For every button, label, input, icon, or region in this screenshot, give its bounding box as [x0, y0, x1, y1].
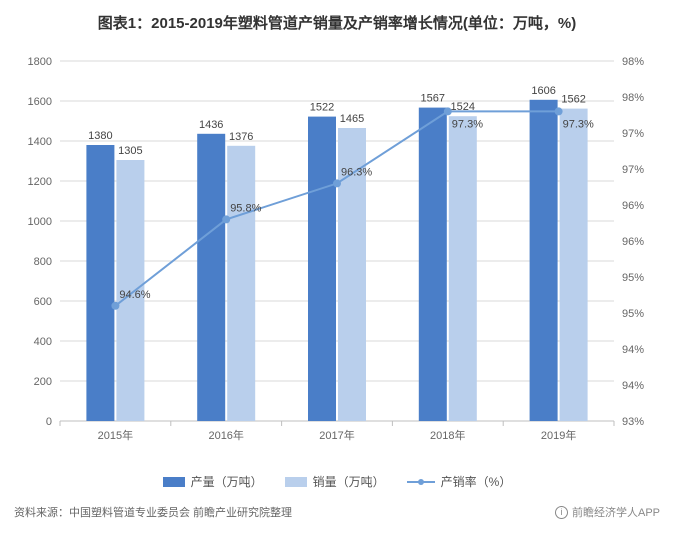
legend-label-line: 产销率（%） [441, 473, 512, 490]
legend-swatch-bar2 [285, 477, 307, 487]
svg-text:94%: 94% [622, 344, 644, 356]
svg-text:96%: 96% [622, 200, 644, 212]
footer: 资料来源：中国塑料管道专业委员会 前瞻产业研究院整理 i 前瞻经济学人APP [0, 498, 674, 520]
svg-text:2018年: 2018年 [430, 428, 465, 442]
legend: 产量（万吨） 销量（万吨） 产销率（%） [0, 471, 674, 498]
svg-text:97.3%: 97.3% [563, 118, 594, 130]
svg-text:1606: 1606 [531, 85, 555, 97]
svg-text:98%: 98% [622, 92, 644, 104]
svg-text:2019年: 2019年 [541, 428, 576, 442]
svg-text:97.3%: 97.3% [452, 118, 483, 130]
svg-text:1436: 1436 [199, 119, 223, 131]
legend-swatch-line [407, 481, 435, 483]
svg-text:1800: 1800 [28, 56, 52, 68]
svg-text:97%: 97% [622, 164, 644, 176]
svg-text:1567: 1567 [421, 93, 445, 105]
svg-text:95%: 95% [622, 308, 644, 320]
svg-text:1400: 1400 [28, 136, 52, 148]
svg-text:0: 0 [46, 416, 52, 428]
svg-text:1380: 1380 [88, 130, 112, 142]
svg-text:2016年: 2016年 [208, 428, 243, 442]
svg-text:94.6%: 94.6% [119, 289, 150, 301]
chart-area: 0 200 400 600 800 1000 1200 1400 1600 1800 93% 94% 9… [0, 41, 674, 471]
legend-item-line: 产销率（%） [407, 473, 512, 490]
legend-item-bar1: 产量（万吨） [163, 473, 263, 490]
svg-text:400: 400 [34, 336, 52, 348]
legend-label-bar1: 产量（万吨） [191, 473, 263, 490]
chart-svg: 0 200 400 600 800 1000 1200 1400 1600 1800 93% 94% 9… [0, 41, 674, 471]
svg-text:1305: 1305 [118, 145, 142, 157]
brand-icon: i [555, 506, 568, 519]
svg-text:200: 200 [34, 376, 52, 388]
svg-text:95%: 95% [622, 272, 644, 284]
svg-text:2015年: 2015年 [98, 428, 133, 442]
svg-text:96.3%: 96.3% [341, 166, 372, 178]
legend-label-bar2: 销量（万吨） [313, 473, 385, 490]
svg-text:1200: 1200 [28, 176, 52, 188]
svg-text:1000: 1000 [28, 216, 52, 228]
source-text: 资料来源：中国塑料管道专业委员会 前瞻产业研究院整理 [14, 504, 292, 520]
brand: i 前瞻经济学人APP [555, 504, 660, 520]
svg-text:1465: 1465 [340, 113, 364, 125]
svg-text:2017年: 2017年 [319, 428, 354, 442]
svg-text:1522: 1522 [310, 102, 334, 114]
svg-text:98%: 98% [622, 56, 644, 68]
svg-text:97%: 97% [622, 128, 644, 140]
svg-text:1600: 1600 [28, 96, 52, 108]
svg-text:800: 800 [34, 256, 52, 268]
svg-text:1562: 1562 [561, 94, 585, 106]
svg-text:1376: 1376 [229, 131, 253, 143]
legend-swatch-bar1 [163, 477, 185, 487]
legend-item-bar2: 销量（万吨） [285, 473, 385, 490]
svg-text:600: 600 [34, 296, 52, 308]
svg-text:94%: 94% [622, 380, 644, 392]
svg-text:93%: 93% [622, 416, 644, 428]
svg-text:95.8%: 95.8% [230, 202, 261, 214]
chart-title: 图表1：2015-2019年塑料管道产销量及产销率增长情况(单位：万吨，%) [0, 0, 674, 41]
svg-text:96%: 96% [622, 236, 644, 248]
brand-text: 前瞻经济学人APP [572, 504, 660, 520]
